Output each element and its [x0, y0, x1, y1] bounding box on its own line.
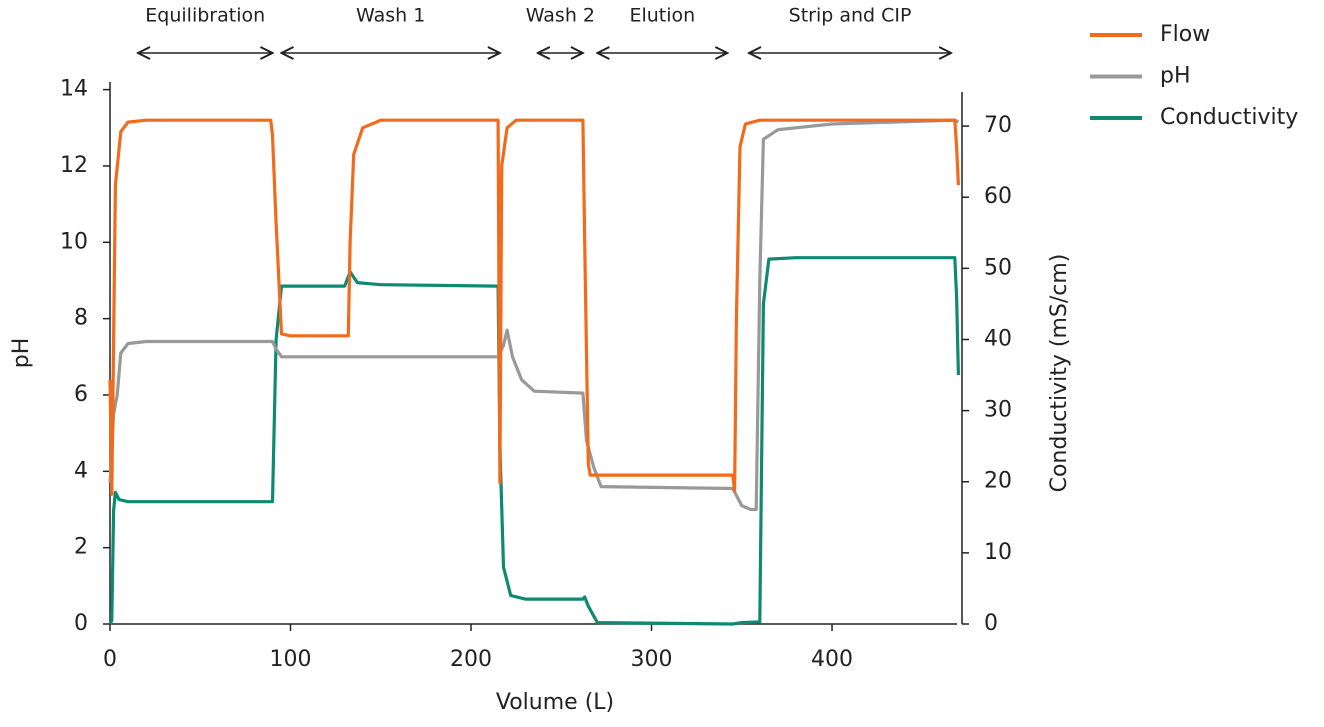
y2-axis-title: Conductivity (mS/cm) [1047, 254, 1072, 493]
phase-label: Elution [629, 5, 695, 27]
phase-label: Wash 1 [356, 5, 425, 27]
y-tick-label: 8 [74, 306, 88, 331]
y-tick-label: 12 [60, 153, 88, 178]
y2-tick-label: 40 [984, 326, 1012, 351]
series-line [108, 118, 960, 512]
x-tick-label: 0 [103, 647, 117, 672]
legend-label: pH [1160, 64, 1191, 89]
y-tick-label: 10 [60, 229, 88, 254]
y-axis-title: pH [9, 338, 34, 369]
y2-tick-label: 10 [984, 540, 1012, 565]
series-line [108, 118, 960, 496]
series-line [108, 256, 960, 626]
phase-label: Wash 2 [526, 5, 595, 27]
legend-label: Conductivity [1160, 105, 1298, 130]
phase-label: Strip and CIP [789, 5, 912, 27]
x-tick-label: 400 [811, 647, 853, 672]
y-tick-label: 6 [74, 382, 88, 407]
y-tick-label: 4 [74, 458, 88, 483]
legend-label: Flow [1160, 22, 1210, 47]
y-tick-label: 0 [74, 611, 88, 636]
y2-tick-label: 60 [984, 184, 1012, 209]
x-axis-title: Volume (L) [496, 690, 614, 715]
y-tick-label: 14 [60, 77, 88, 102]
y2-tick-label: 20 [984, 469, 1012, 494]
x-tick-label: 200 [450, 647, 492, 672]
y2-tick-label: 30 [984, 398, 1012, 423]
y-tick-label: 2 [74, 535, 88, 560]
y2-tick-label: 0 [984, 611, 998, 636]
y2-tick-label: 70 [984, 113, 1012, 138]
y2-tick-label: 50 [984, 255, 1012, 280]
x-tick-label: 100 [270, 647, 312, 672]
phase-label: Equilibration [145, 5, 265, 27]
x-tick-label: 300 [631, 647, 673, 672]
